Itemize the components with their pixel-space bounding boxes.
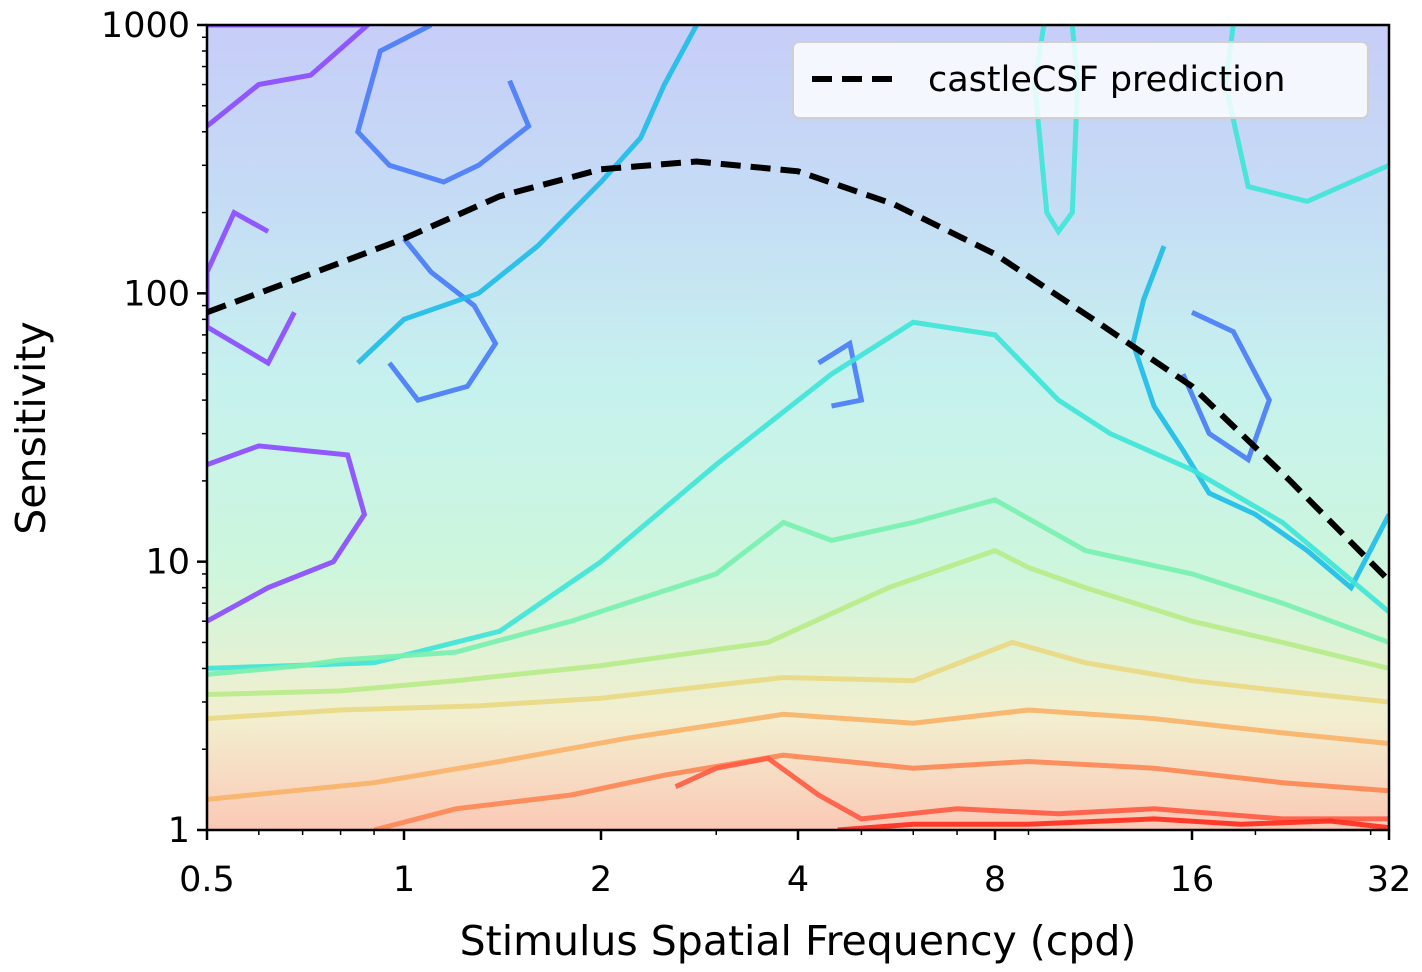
contour-line-6 (817, 339, 865, 409)
series-line-castlecsf-prediction (207, 158, 1389, 583)
x-axis-title: Stimulus Spatial Frequency (cpd) (460, 917, 1137, 965)
contour-line-3 (355, 25, 532, 185)
legend-box (792, 41, 1369, 119)
plot-area (205, 23, 1391, 832)
series-lines (207, 158, 1389, 583)
y-tick-label-1: 10 (145, 543, 190, 583)
legend: castleCSF prediction (792, 41, 1369, 119)
x-tick-label-1: 1 (393, 860, 415, 900)
contour-line-18 (837, 816, 1389, 830)
x-tick-label-5: 16 (1170, 860, 1215, 900)
x-tick-label-6: 32 (1367, 860, 1412, 900)
contour-line-9 (207, 319, 1389, 671)
contour-line-2 (207, 209, 297, 367)
x-tick-label-4: 8 (984, 860, 1006, 900)
x-tick-label-2: 2 (590, 860, 612, 900)
y-axis: 1 10 100 1000 (101, 6, 207, 851)
contour-line-5 (1180, 310, 1273, 464)
y-axis-title: Sensitivity (7, 321, 55, 534)
x-tick-label-0: 0.5 (179, 860, 235, 900)
contour-line-13 (207, 547, 1389, 697)
y-tick-label-3: 1000 (101, 6, 190, 46)
x-axis: 0.5 1 2 4 8 16 32 (179, 830, 1411, 900)
contour-line-0 (207, 25, 372, 129)
contour-line-14 (207, 639, 1389, 722)
contour-line-4 (387, 237, 499, 403)
legend-label-castlecsf: castleCSF prediction (928, 60, 1285, 100)
x-tick-label-3: 4 (787, 860, 809, 900)
y-tick-label-2: 100 (123, 274, 190, 314)
contour-line-7 (356, 25, 699, 365)
contour-line-17 (674, 755, 1389, 822)
contour-line-16 (373, 752, 1389, 830)
contour-line-15 (207, 707, 1389, 802)
plot-background (207, 25, 1389, 830)
contour-line-1 (207, 443, 368, 624)
contour-line-12 (207, 497, 1389, 677)
y-tick-label-0: 1 (168, 811, 190, 851)
